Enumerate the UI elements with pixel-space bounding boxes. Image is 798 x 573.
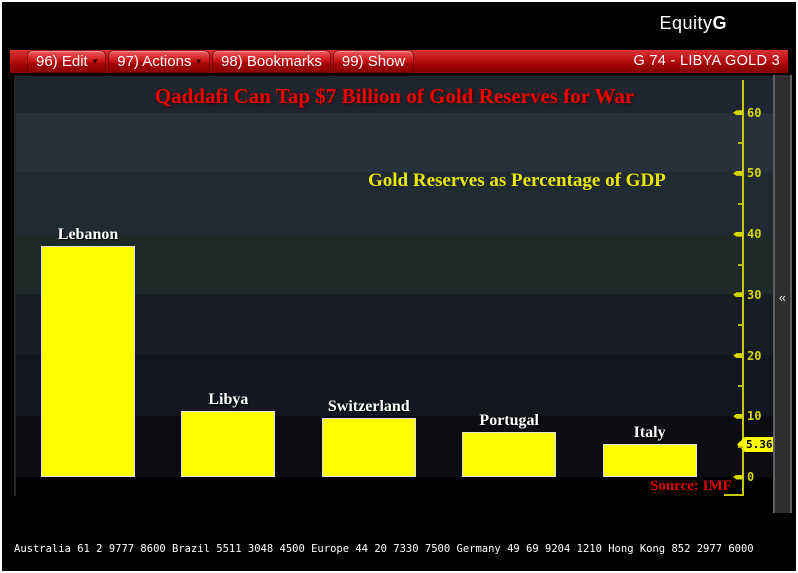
bar-portugal: [462, 431, 557, 477]
bar-label-lebanon: Lebanon: [57, 225, 119, 243]
menu-bar: 96) Edit ▾ 97) Actions ▾ 98) Bookmarks 9…: [10, 50, 788, 73]
bar-label-portugal: Portugal: [479, 411, 539, 429]
menu-actions-button[interactable]: 97) Actions ▾: [109, 51, 209, 72]
menu-actions-label: 97) Actions: [117, 53, 192, 70]
bar-switzerland: [321, 418, 416, 477]
menu-bookmarks-button[interactable]: 98) Bookmarks: [212, 51, 330, 72]
y-tick-label-60: 60: [747, 105, 762, 120]
menu-edit-label: 96) Edit: [36, 53, 88, 70]
collapse-panel-handle[interactable]: «: [773, 75, 792, 513]
y-tick-20: [733, 353, 743, 359]
y-minor-tick-15: [738, 384, 743, 387]
chart-subtitle: Gold Reserves as Percentage of GDP: [368, 170, 666, 191]
menu-edit-button[interactable]: 96) Edit ▾: [28, 51, 106, 72]
x-axis-corner: [724, 494, 744, 496]
bar-libya: [181, 410, 276, 477]
bar-lebanon: [41, 245, 135, 477]
chart-id-label: G 74 - LIBYA GOLD 3: [633, 53, 780, 69]
y-tick-label-50: 50: [747, 166, 762, 181]
y-minor-tick-25: [738, 324, 743, 327]
function-title-equity: Equity: [659, 13, 713, 33]
terminal-footer: Australia 61 2 9777 8600 Brazil 5511 304…: [2, 516, 796, 571]
y-tick-label-40: 40: [747, 227, 762, 242]
function-title-g: G: [712, 13, 727, 33]
y-tick-50: [733, 170, 743, 176]
bar-label-italy: Italy: [633, 424, 666, 442]
bar-label-libya: Libya: [208, 390, 249, 408]
source-label: Source: IMF: [650, 478, 732, 494]
chevrons-left-icon: «: [778, 289, 787, 305]
y-tick-label-10: 10: [747, 409, 762, 424]
y-minor-tick-45: [738, 202, 743, 205]
function-title: EquityG: [659, 13, 727, 34]
y-axis-line: [742, 80, 744, 496]
y-tick-label-0: 0: [747, 470, 755, 484]
menu-show-button[interactable]: 99) Show: [333, 51, 414, 72]
bar-italy: [602, 444, 697, 477]
y-tick-label-30: 30: [747, 287, 762, 302]
chevron-down-icon: ▾: [92, 56, 98, 66]
y-tick-0: [733, 474, 743, 480]
footer-contact-line1: Australia 61 2 9777 8600 Brazil 5511 304…: [14, 543, 754, 555]
y-tick-60: [733, 110, 743, 116]
menu-bookmarks-label: 98) Bookmarks: [220, 53, 322, 70]
bar-label-switzerland: Switzerland: [327, 398, 410, 416]
y-tick-label-20: 20: [747, 348, 762, 363]
y-minor-tick-5: [738, 445, 743, 448]
y-minor-tick-55: [738, 142, 743, 144]
y-tick-10: [733, 413, 743, 419]
y-tick-30: [733, 292, 743, 298]
y-minor-tick-35: [738, 263, 743, 266]
chart-title: Qaddafi Can Tap $7 Billion of Gold Reser…: [154, 84, 635, 108]
chart-plot-area: Qaddafi Can Tap $7 Billion of Gold Reser…: [14, 76, 790, 496]
y-tick-40: [733, 231, 743, 237]
menu-show-label: 99) Show: [341, 53, 406, 70]
chevron-down-icon: ▾: [196, 56, 201, 66]
